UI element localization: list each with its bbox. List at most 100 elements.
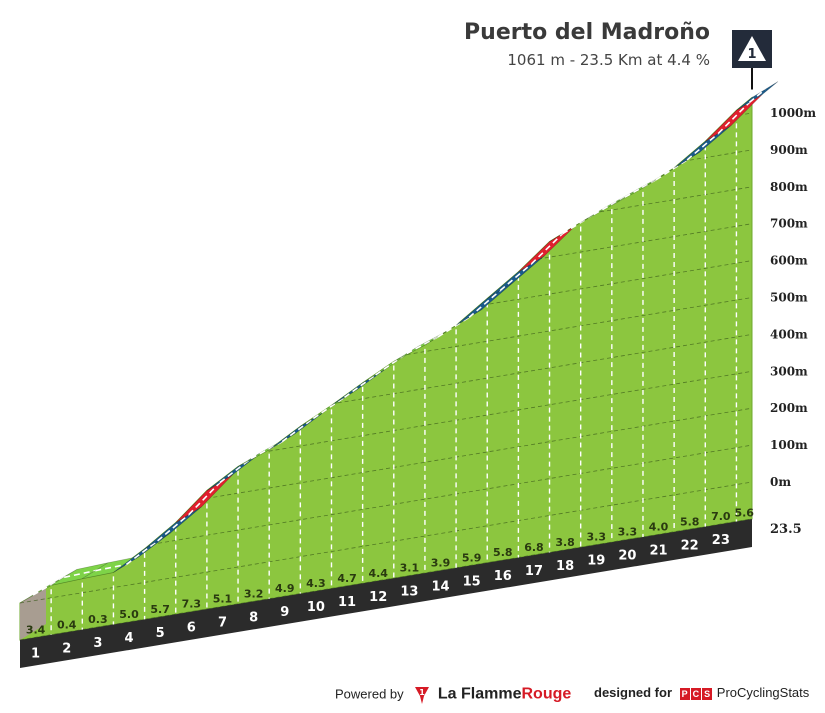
gradient-label: 3.1 (400, 562, 420, 575)
pcs-letter: S (702, 687, 713, 700)
road-centerline (406, 336, 439, 355)
altitude-gridline (20, 370, 752, 493)
km-label: 7 (218, 616, 227, 631)
altitude-gridline (20, 260, 752, 382)
km-label: 3 (93, 636, 102, 651)
road-centerline (344, 374, 377, 399)
summit-marker: 1 (732, 30, 772, 90)
km-label: 9 (280, 605, 289, 620)
gradient-label: 5.1 (213, 593, 233, 606)
gradient-label: 7.0 (711, 510, 731, 523)
profile-start-face (20, 587, 46, 640)
altitude-tick-label: 800m (770, 180, 808, 194)
km-label: 4 (124, 631, 133, 646)
climb-title-block: Puerto del Madroño 1061 m - 23.5 Km at 4… (464, 20, 710, 69)
gradient-label: 3.8 (555, 536, 575, 549)
km-label: 5 (156, 626, 165, 641)
altitude-tick-label: 600m (770, 254, 808, 268)
km-label: 2 (62, 641, 71, 656)
road-centerline (748, 88, 766, 104)
altitude-tick-label: 500m (770, 291, 808, 305)
distance-base-band (20, 519, 752, 668)
pcs-letter: C (690, 687, 702, 700)
gradient-label: 4.3 (306, 577, 326, 590)
gradient-label: 3.9 (431, 556, 451, 569)
altitude-gridline (20, 97, 752, 198)
gradient-label: 5.7 (150, 603, 170, 616)
profile-road-segments (19, 81, 779, 604)
km-label: 6 (187, 621, 196, 636)
climb-summary: 1061 m - 23.5 Km at 4.4 % (507, 51, 710, 69)
altitude-tick-label: 300m (770, 364, 808, 378)
altitude-gridline (20, 186, 752, 309)
km-label: 13 (400, 585, 418, 600)
gradient-label: 3.2 (244, 587, 264, 600)
flamme-rouge-logo-icon: 1 (415, 687, 430, 704)
road-centerline (468, 289, 501, 318)
powered-by-block: Powered by 1 La FlammeRouge (335, 685, 571, 705)
road-centerline (125, 540, 159, 566)
svg-text:1: 1 (419, 688, 425, 697)
altitude-gridline (20, 481, 752, 604)
brand-name-main[interactable]: La Flamme (437, 685, 522, 703)
km-divider-lines (50, 114, 738, 635)
altitude-gridline (20, 518, 752, 640)
altitude-gridline (20, 407, 752, 530)
gradient-label: 5.6 (734, 506, 754, 519)
road-centerline (219, 457, 252, 484)
road-centerline (655, 159, 688, 181)
gradient-label: 5.8 (493, 546, 513, 559)
km-label: 17 (525, 564, 543, 579)
road-centerline (312, 396, 345, 420)
altitude-tick-label: 700m (770, 217, 808, 231)
altitude-gridline (20, 223, 752, 346)
km-label: 18 (556, 559, 574, 574)
gradient-label: 5.0 (119, 608, 139, 621)
road-centerline (188, 482, 221, 516)
road-centerline (32, 576, 65, 596)
km-label: 15 (463, 574, 481, 589)
gradient-label: 4.0 (649, 520, 669, 533)
road-centerline (717, 101, 750, 134)
altitude-tick-label: 200m (770, 401, 808, 415)
road-centerline (686, 132, 719, 161)
pcs-letter: P (679, 687, 690, 700)
gradient-label: 5.8 (680, 515, 700, 528)
road-centerline (157, 514, 190, 542)
altitude-tick-label: 400m (770, 327, 808, 341)
gradient-label: 5.9 (462, 551, 482, 564)
km-label: 23 (712, 533, 730, 548)
gradient-label: 4.9 (275, 582, 295, 595)
road-centerline (95, 563, 127, 572)
road-centerline (63, 569, 96, 579)
km-label: 1 (31, 646, 40, 661)
km-label: 21 (650, 543, 668, 558)
km-label: 14 (431, 579, 449, 594)
altitude-gridline (20, 444, 752, 567)
road-centerline (437, 316, 470, 338)
km-label: 10 (307, 600, 325, 615)
road-centerline (530, 233, 564, 265)
chart-labels: 1 2 3 4 5 6 7 8 9 10 11 12 13 14 15 16 17 18 19 20 21 22 233.4… (26, 106, 817, 661)
road-centerline (624, 179, 657, 198)
category-number: 1 (747, 47, 756, 62)
designed-for-label: designed for (594, 685, 673, 700)
gradient-label: 6.8 (524, 541, 544, 554)
km-label: 19 (587, 554, 605, 569)
gradient-label: 0.3 (88, 613, 108, 626)
altitude-tick-label: 0m (770, 475, 791, 489)
road-centerline (499, 263, 532, 292)
pcs-name[interactable]: ProCyclingStats (716, 685, 810, 700)
climb-name: Puerto del Madroño (464, 20, 710, 45)
gradient-label: 3.4 (26, 623, 46, 636)
powered-by-label: Powered by (335, 686, 404, 702)
distance-base-bar (20, 519, 752, 668)
gradient-label: 7.3 (182, 598, 202, 611)
km-label: 11 (338, 595, 356, 610)
brand-name-accent[interactable]: Rouge (521, 685, 572, 703)
altitude-tick-label: 900m (770, 143, 808, 157)
gradient-label: 4.7 (337, 572, 357, 585)
altitude-gridline (20, 334, 752, 456)
category-triangle-icon (738, 36, 766, 61)
